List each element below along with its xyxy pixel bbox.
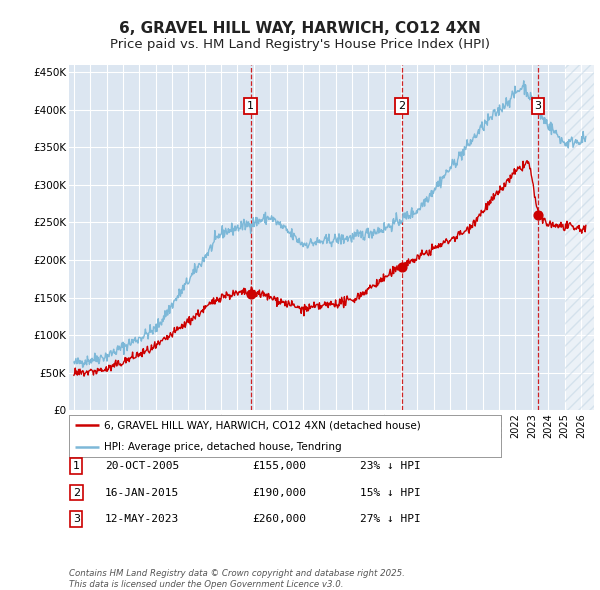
- Text: £260,000: £260,000: [252, 514, 306, 524]
- Text: HPI: Average price, detached house, Tendring: HPI: Average price, detached house, Tend…: [104, 442, 341, 451]
- Text: 1: 1: [247, 101, 254, 111]
- Text: 3: 3: [535, 101, 541, 111]
- Text: 12-MAY-2023: 12-MAY-2023: [105, 514, 179, 524]
- Text: 6, GRAVEL HILL WAY, HARWICH, CO12 4XN: 6, GRAVEL HILL WAY, HARWICH, CO12 4XN: [119, 21, 481, 35]
- Text: Contains HM Land Registry data © Crown copyright and database right 2025.
This d: Contains HM Land Registry data © Crown c…: [69, 569, 405, 589]
- Point: [246, 289, 256, 299]
- Text: £155,000: £155,000: [252, 461, 306, 471]
- Text: £190,000: £190,000: [252, 488, 306, 497]
- Text: 1: 1: [73, 461, 80, 471]
- Bar: [565, 65, 600, 410]
- Text: 2: 2: [73, 488, 80, 497]
- Text: 6, GRAVEL HILL WAY, HARWICH, CO12 4XN (detached house): 6, GRAVEL HILL WAY, HARWICH, CO12 4XN (d…: [104, 421, 421, 430]
- Text: 27% ↓ HPI: 27% ↓ HPI: [360, 514, 421, 524]
- Point: [397, 263, 407, 272]
- Text: 23% ↓ HPI: 23% ↓ HPI: [360, 461, 421, 471]
- Text: 2: 2: [398, 101, 406, 111]
- Point: [533, 210, 543, 219]
- Text: 15% ↓ HPI: 15% ↓ HPI: [360, 488, 421, 497]
- Text: 20-OCT-2005: 20-OCT-2005: [105, 461, 179, 471]
- Text: Price paid vs. HM Land Registry's House Price Index (HPI): Price paid vs. HM Land Registry's House …: [110, 38, 490, 51]
- Text: 16-JAN-2015: 16-JAN-2015: [105, 488, 179, 497]
- Text: 3: 3: [73, 514, 80, 524]
